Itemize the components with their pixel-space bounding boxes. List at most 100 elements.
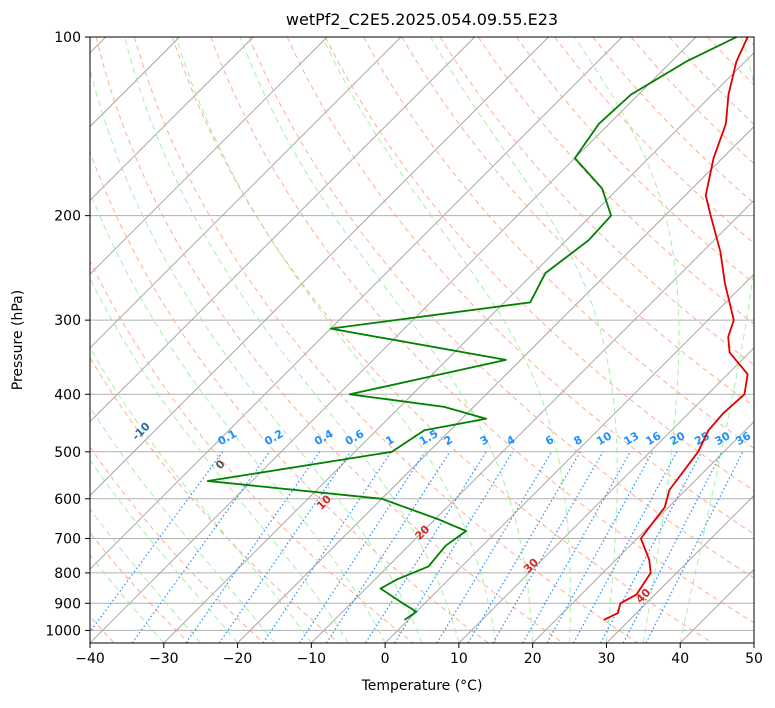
dry-adiabat-line	[90, 356, 339, 643]
mixing-ratio-line	[185, 451, 321, 643]
x-axis-label: Temperature (°C)	[361, 678, 483, 694]
moist-adiabat-line	[574, 37, 680, 643]
dry-adiabat-line	[745, 37, 754, 47]
dry-adiabat-line	[516, 37, 754, 285]
y-axis-label: Pressure (hPa)	[10, 289, 26, 391]
moist-adiabat-line	[239, 37, 534, 643]
dry-adiabat-line	[90, 260, 414, 643]
dry-adiabat-line	[707, 37, 754, 86]
dry-adiabat-line	[439, 37, 754, 366]
profile-traces	[206, 37, 749, 621]
mixing-ratio-line	[546, 451, 654, 643]
mixing-ratio-line	[299, 451, 426, 643]
x-axis: −40 −30 −20 −10 0 10 20 30 40 50	[75, 643, 763, 667]
x-tick-label: −30	[149, 651, 179, 667]
mixing-ratio-label: 13	[621, 429, 641, 448]
mixing-ratio-label: 4	[504, 433, 517, 448]
isotherm-line	[90, 37, 254, 201]
dry-adiabat-line	[133, 37, 639, 643]
y-tick-label: 600	[54, 492, 81, 508]
moist-adiabat-line	[679, 37, 754, 643]
dewpoint-trace	[206, 37, 737, 621]
x-tick-label: 0	[381, 651, 390, 667]
dry-adiabat-line	[324, 37, 754, 492]
dry-adiabat-line	[172, 37, 713, 643]
isotherm-line	[384, 273, 754, 643]
moist-adiabat-line	[90, 346, 312, 643]
dry-adiabat-line	[401, 37, 754, 408]
isotherm-line	[90, 37, 549, 497]
isotherm-line	[90, 37, 402, 349]
mixing-ratio-label: 0.2	[262, 427, 285, 448]
y-tick-label: 1000	[45, 623, 81, 639]
y-tick-label: 700	[54, 532, 81, 548]
mixing-ratio-line	[436, 451, 553, 643]
chart-title: wetPf2_C2E5.2025.054.09.55.E23	[285, 10, 559, 29]
x-tick-label: 20	[524, 651, 542, 667]
mixing-ratio-line	[645, 451, 744, 643]
x-tick-label: 10	[450, 651, 468, 667]
x-tick-label: 50	[745, 651, 763, 667]
y-tick-label: 800	[54, 566, 81, 582]
mixing-ratio-label: 0.1	[216, 427, 239, 448]
mixing-ratio-line	[365, 451, 487, 643]
mixing-ratio-label: 30	[713, 429, 733, 448]
dry-adiabat-label: 10	[314, 492, 334, 512]
isotherm-line	[753, 642, 754, 643]
mixing-ratio-line	[325, 451, 451, 643]
plot-frame	[89, 36, 755, 644]
mixing-ratio-line	[262, 451, 392, 643]
moist-adiabat-line	[90, 508, 202, 643]
mixing-ratio-label: 2	[442, 433, 455, 448]
isotherm-line	[606, 494, 754, 643]
mixing-ratio-line	[522, 451, 631, 643]
mixing-ratio-label: 10	[594, 429, 614, 448]
isotherm-line	[90, 37, 328, 275]
dry-adiabat-line	[554, 37, 754, 244]
x-tick-label: −20	[223, 651, 253, 667]
dry-adiabat-line	[363, 37, 754, 449]
y-tick-label: 500	[54, 445, 81, 461]
moist-adiabat-line	[90, 406, 275, 643]
temperature-trace	[603, 37, 749, 621]
y-tick-label: 100	[54, 30, 81, 46]
x-tick-label: 30	[598, 651, 616, 667]
background-grid	[90, 37, 754, 643]
isotherm-line	[311, 199, 754, 643]
y-tick-label: 300	[54, 313, 81, 329]
mixing-ratio-line	[131, 451, 271, 643]
dry-adiabat-line	[90, 532, 190, 643]
isotherm-line	[532, 421, 754, 643]
mixing-ratio-label: 16	[644, 429, 664, 448]
mixing-ratio-line	[492, 451, 604, 643]
x-tick-label: −40	[75, 651, 105, 667]
y-tick-label: 200	[54, 209, 81, 225]
moist-adiabat-line	[90, 277, 349, 643]
mixing-ratio-line	[600, 451, 703, 643]
mixing-ratio-label: 20	[668, 429, 688, 448]
y-tick-label: 900	[54, 596, 81, 612]
isotherm-line	[458, 347, 754, 643]
moist-adiabat-line	[90, 459, 238, 643]
moist-adiabat-line	[90, 67, 423, 643]
moist-adiabat-line	[175, 37, 497, 643]
moist-adiabat-line	[124, 37, 460, 643]
dry-adiabat-line	[90, 150, 489, 643]
x-tick-label: −10	[297, 651, 327, 667]
mixing-ratio-line	[572, 451, 678, 643]
isotherm-line	[163, 52, 754, 643]
mixing-ratio-line	[218, 451, 351, 643]
mixing-ratio-label: 0.4	[312, 427, 336, 448]
mixing-ratio-line	[467, 451, 581, 643]
mixing-ratio-label: 1	[383, 433, 396, 448]
y-axis: 100 200 300 400 500 600 700 800 900 1000	[45, 30, 90, 639]
dry-adiabat-line	[90, 446, 265, 643]
dry-adiabat-line	[210, 37, 754, 624]
dry-adiabat-line	[95, 37, 564, 643]
y-tick-label: 400	[54, 387, 81, 403]
dry-adiabat-line	[248, 37, 754, 579]
isotherm-line	[237, 125, 754, 643]
isotherm-line	[90, 37, 623, 570]
mixing-ratio-line	[90, 451, 224, 633]
